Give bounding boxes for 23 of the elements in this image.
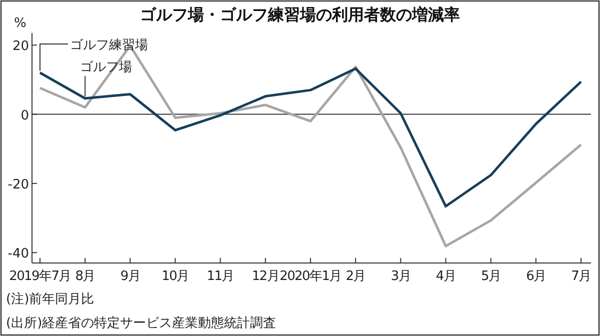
x-tick-label: 10月 <box>162 269 189 284</box>
chart-title: ゴルフ場・ゴルフ練習場の利用者数の増減率 <box>140 5 460 24</box>
text: (注)前年同月比 <box>6 292 94 307</box>
x-tick-label: 11月 <box>206 269 234 284</box>
x-tick-label: 6月 <box>526 269 546 284</box>
x-tick-label: 2月 <box>346 269 366 284</box>
y-tick-label: 0 <box>20 108 29 124</box>
x-tick-label: 9月 <box>120 269 140 284</box>
x-tick-label: 2019年7月 <box>9 269 71 284</box>
x-tick-label: 8月 <box>75 269 95 284</box>
x-tick-label: 4月 <box>436 269 456 284</box>
y-tick-label: -40 <box>8 246 29 262</box>
x-tick-label: 12月 <box>252 269 279 284</box>
series-labels: ゴルフ練習場 ゴルフ場 <box>40 38 148 97</box>
y-axis-title: % <box>14 16 26 31</box>
y-tick-label: 20 <box>12 39 29 54</box>
x-tick-label: 5月 <box>480 269 501 284</box>
x-tick-label: 7月 <box>571 269 591 284</box>
y-tick-label: -20 <box>8 177 29 192</box>
x-tick-label: 2020年1月 <box>280 269 342 284</box>
x-tick-label: 3月 <box>390 269 411 284</box>
text: (出所)経産省の特定サービス産業動態統計調査 <box>6 315 276 331</box>
series-label: ゴルフ場 <box>80 60 132 75</box>
